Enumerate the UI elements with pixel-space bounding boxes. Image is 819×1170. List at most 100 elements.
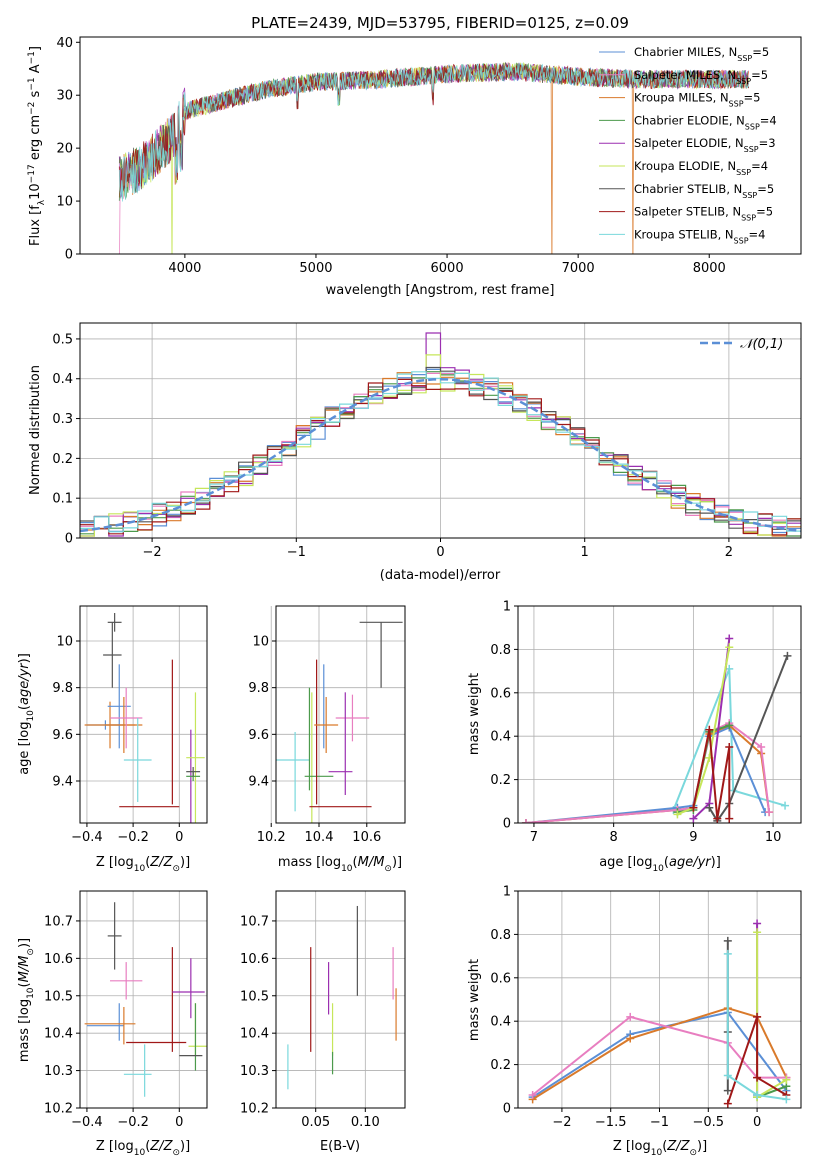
y-tick-label: 10.5 [240, 989, 269, 1004]
x-tick-label: −2 [143, 545, 162, 560]
plot-area-age_vs_mass [276, 621, 403, 823]
axes-weight_vs_Z: −2 −1.5 −1 −0.5 0 0 0.2 0.4 0.6 0.8 1 [490, 885, 802, 1130]
axes-mass_vs_EBV: 0.05 0.10 10.2 10.3 10.4 10.5 10.6 10.7 [240, 890, 406, 1130]
y-tick-label: 10.3 [44, 1064, 73, 1079]
y-tick-label: 10.6 [44, 952, 73, 967]
y-axis-label: Flux [fλ10−17 erg cm−2 s−1 A−1] [27, 46, 47, 246]
weight-marker [689, 814, 698, 823]
axes-frame [79, 890, 208, 1109]
x-tick-label: −0.4 [71, 1115, 103, 1130]
weight-marker [723, 936, 732, 945]
weight-line [692, 729, 731, 819]
y-tick-label: 10.7 [44, 914, 73, 929]
x-tick-label: 5000 [299, 261, 332, 276]
y-tick-label: 0.4 [490, 1015, 511, 1030]
weight-marker [689, 803, 698, 812]
y-tick-label: 0.1 [52, 492, 73, 507]
x-tick-label: −2 [552, 1115, 571, 1130]
plot-area-weight_vs_age [521, 634, 792, 823]
histogram-step [80, 371, 801, 533]
x-tick-label: 0 [175, 830, 183, 845]
axes-frame [517, 890, 802, 1109]
weight-marker [782, 1095, 791, 1104]
axes-spectrum: 4000 5000 6000 7000 8000 0 10 20 30 40 [56, 36, 802, 276]
axes-frame [79, 605, 208, 824]
x-axis-label: (data-model)/error [380, 568, 501, 583]
x-tick-label: −1 [650, 1115, 669, 1130]
y-tick-label: 0 [65, 248, 73, 263]
x-tick-label: 7000 [562, 261, 595, 276]
x-tick-label: 2 [725, 545, 733, 560]
y-tick-label: 0.5 [52, 332, 73, 347]
y-tick-label: 9.6 [248, 728, 269, 743]
x-tick-label: 7 [530, 830, 538, 845]
y-tick-label: 1 [503, 885, 511, 900]
y-axis-label: mass weight [467, 673, 482, 755]
y-tick-label: 9.6 [52, 728, 73, 743]
axes-mass_vs_Z: −0.4 −0.2 0 10.2 10.3 10.4 10.5 10.6 10.7 [44, 890, 208, 1130]
weight-marker [626, 1012, 635, 1021]
weight-line [677, 647, 731, 816]
x-axis-label: Z [log10(Z/Z⊙)] [96, 1139, 190, 1158]
plot-area-age_vs_Z [84, 613, 205, 823]
x-axis-label: Z [log10(Z/Z⊙)] [613, 1139, 707, 1158]
y-axis-label: mass [log10(M/M⊙)] [17, 938, 36, 1062]
x-tick-label: 10.6 [352, 830, 381, 845]
legend-label: Kroupa ELODIE, NSSP=4 [634, 159, 768, 177]
axes-weight_vs_age: 7 8 9 10 0 0.2 0.4 0.6 0.8 1 [490, 600, 802, 845]
x-tick-label: −0.2 [117, 830, 149, 845]
x-axis-label: age [log10(age/yr)] [599, 855, 721, 874]
weight-marker [723, 1086, 732, 1095]
figure-title: PLATE=2439, MJD=53795, FIBERID=0125, z=0… [251, 14, 629, 32]
weight-marker [705, 803, 714, 812]
histogram-step [80, 354, 801, 537]
axes-age_vs_Z: −0.4 −0.2 0 9.4 9.6 9.8 10 [52, 605, 208, 845]
y-tick-label: 9.8 [248, 681, 269, 696]
y-tick-label: 10.6 [240, 952, 269, 967]
weight-line [726, 1016, 787, 1105]
y-tick-label: 0.6 [490, 686, 511, 701]
weight-marker [626, 1034, 635, 1043]
axes-frame [79, 322, 802, 539]
y-tick-label: 10.3 [240, 1064, 269, 1079]
y-tick-label: 10.4 [44, 1027, 73, 1042]
y-tick-label: 10 [56, 195, 73, 210]
y-tick-label: 9.8 [52, 681, 73, 696]
weight-marker [782, 1075, 791, 1084]
legend-label: Chabrier STELIB, NSSP=5 [634, 182, 774, 200]
y-tick-label: 40 [56, 36, 73, 51]
x-tick-label: 0.05 [301, 1115, 330, 1130]
y-tick-label: 0.4 [52, 372, 73, 387]
legend-label: Salpeter STELIB, NSSP=5 [634, 205, 773, 223]
y-axis-label: Normed distribution [28, 365, 43, 495]
y-tick-label: 0.3 [52, 412, 73, 427]
x-tick-label: 8 [610, 830, 618, 845]
axes-frame [275, 890, 406, 1109]
weight-line [726, 953, 787, 1101]
weight-marker [753, 1012, 762, 1021]
weight-marker [753, 1073, 762, 1082]
x-tick-label: −1.5 [595, 1115, 627, 1130]
axes-frame [79, 36, 802, 255]
axes-residuals: −2 −1 0 1 2 0 0.1 0.2 0.3 0.4 0.5 [52, 322, 802, 560]
x-tick-label: −0.5 [693, 1115, 725, 1130]
axes-frame [517, 605, 802, 824]
plot-area-spectrum [118, 61, 749, 254]
x-tick-label: −0.2 [117, 1115, 149, 1130]
x-tick-label: 9 [689, 830, 697, 845]
x-axis-label: E(B-V) [320, 1139, 360, 1154]
y-tick-label: 0.6 [490, 971, 511, 986]
weight-marker [753, 919, 762, 928]
histogram-step [80, 366, 801, 530]
plot-area-mass_vs_EBV [287, 905, 397, 1090]
weight-marker [723, 949, 732, 958]
x-tick-label: −0.4 [71, 830, 103, 845]
x-tick-label: 10 [765, 830, 782, 845]
legend-label: 𝒩(0,1) [740, 337, 783, 352]
weight-marker [753, 928, 762, 937]
weight-marker [723, 1099, 732, 1108]
plot-area-residuals [80, 332, 801, 537]
legend: Chabrier MILES, NSSP=5 Salpeter MILES, NS… [599, 45, 777, 245]
weight-marker [725, 721, 734, 730]
